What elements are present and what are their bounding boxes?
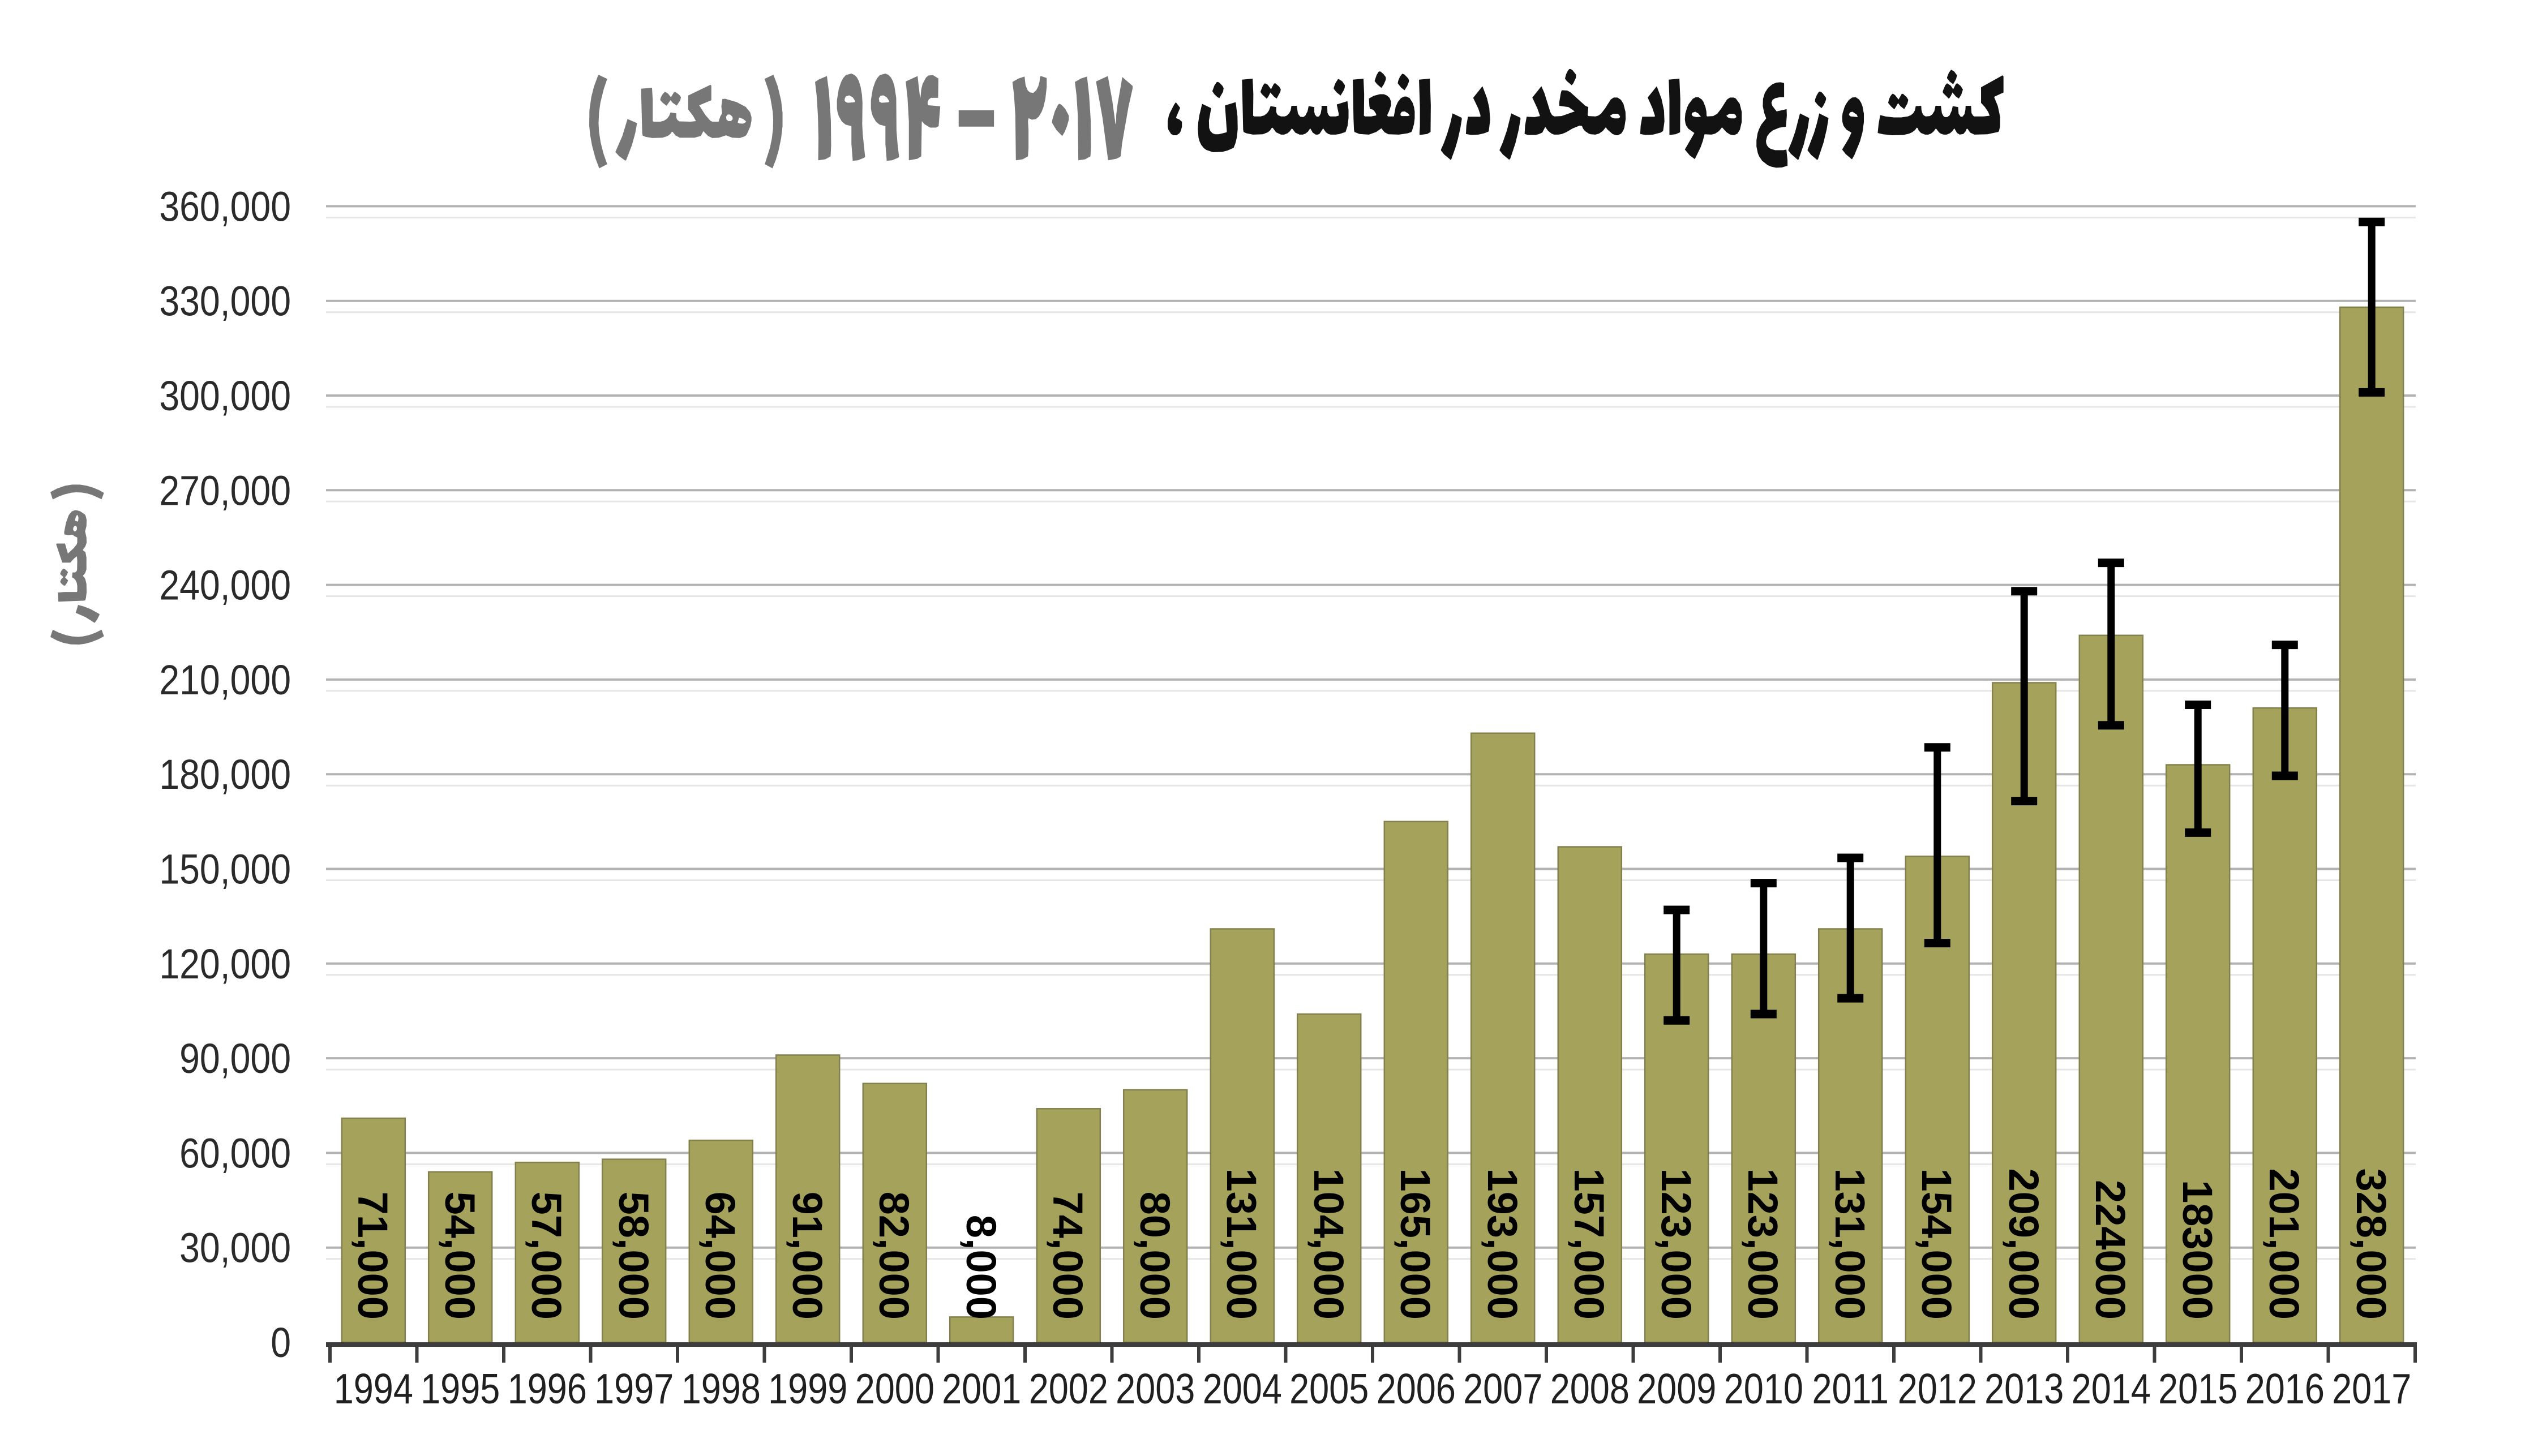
svg-text:328,000: 328,000 — [2348, 1169, 2395, 1320]
svg-text:90,000: 90,000 — [179, 1035, 291, 1082]
svg-text:131,000: 131,000 — [1827, 1169, 1873, 1320]
svg-text:30,000: 30,000 — [179, 1224, 291, 1271]
svg-text:150,000: 150,000 — [159, 845, 291, 892]
svg-text:2013: 2013 — [1984, 1365, 2064, 1412]
svg-text:2009: 2009 — [1637, 1365, 1716, 1412]
svg-text:209,000: 209,000 — [2000, 1169, 2047, 1320]
svg-text:1997: 1997 — [594, 1365, 674, 1412]
svg-text:2017: 2017 — [2332, 1365, 2411, 1412]
svg-text:2004: 2004 — [1203, 1365, 1282, 1412]
svg-text:74,000: 74,000 — [1044, 1192, 1091, 1320]
svg-text:2003: 2003 — [1116, 1365, 1195, 1412]
svg-text:104,000: 104,000 — [1305, 1169, 1352, 1320]
svg-text:2014: 2014 — [2072, 1365, 2151, 1412]
svg-text:154,000: 154,000 — [1913, 1169, 1960, 1320]
svg-text:8,000: 8,000 — [958, 1215, 1005, 1320]
svg-text:1998: 1998 — [681, 1365, 761, 1412]
svg-text:64,000: 64,000 — [697, 1192, 744, 1320]
svg-text:1994: 1994 — [334, 1365, 413, 1412]
svg-text:91,000: 91,000 — [784, 1192, 831, 1320]
svg-text:2008: 2008 — [1550, 1365, 1630, 1412]
svg-text:54,000: 54,000 — [436, 1192, 483, 1320]
svg-text:360,000: 360,000 — [159, 183, 291, 230]
svg-text:1999: 1999 — [768, 1365, 847, 1412]
svg-text:80,000: 80,000 — [1131, 1192, 1178, 1320]
svg-text:180,000: 180,000 — [159, 751, 291, 798]
svg-text:183000: 183000 — [2174, 1180, 2221, 1320]
svg-text:1995: 1995 — [421, 1365, 500, 1412]
svg-text:330,000: 330,000 — [159, 277, 291, 324]
svg-text:71,000: 71,000 — [349, 1192, 396, 1320]
svg-text:1996: 1996 — [508, 1365, 587, 1412]
svg-text:2001: 2001 — [942, 1365, 1021, 1412]
svg-text:2016: 2016 — [2245, 1365, 2325, 1412]
svg-text:2010: 2010 — [1724, 1365, 1803, 1412]
svg-text:2007: 2007 — [1463, 1365, 1542, 1412]
svg-text:58,000: 58,000 — [610, 1192, 657, 1320]
svg-text:210,000: 210,000 — [159, 656, 291, 703]
svg-text:57,000: 57,000 — [523, 1192, 570, 1320]
svg-text:270,000: 270,000 — [159, 467, 291, 514]
svg-text:201,000: 201,000 — [2261, 1168, 2308, 1320]
svg-text:123,000: 123,000 — [1653, 1169, 1700, 1320]
svg-text:120,000: 120,000 — [159, 940, 291, 987]
svg-text:193,000: 193,000 — [1479, 1169, 1526, 1320]
svg-text:2011: 2011 — [1812, 1365, 1888, 1412]
svg-text:2005: 2005 — [1289, 1365, 1369, 1412]
svg-text:60,000: 60,000 — [179, 1129, 291, 1176]
svg-text:2006: 2006 — [1377, 1365, 1456, 1412]
svg-text:224000: 224000 — [2087, 1180, 2134, 1320]
svg-text:240,000: 240,000 — [159, 561, 291, 608]
svg-text:157,000: 157,000 — [1566, 1169, 1613, 1320]
svg-text:2002: 2002 — [1029, 1365, 1108, 1412]
svg-text:300,000: 300,000 — [159, 372, 291, 419]
svg-text:0: 0 — [271, 1319, 291, 1366]
svg-text:165,000: 165,000 — [1392, 1169, 1439, 1320]
svg-text:2012: 2012 — [1898, 1365, 1977, 1412]
svg-text:82,000: 82,000 — [871, 1192, 917, 1320]
svg-text:123,000: 123,000 — [1739, 1169, 1786, 1320]
svg-text:2015: 2015 — [2158, 1365, 2237, 1412]
svg-text:131,000: 131,000 — [1218, 1169, 1265, 1320]
svg-text:2000: 2000 — [855, 1365, 934, 1412]
